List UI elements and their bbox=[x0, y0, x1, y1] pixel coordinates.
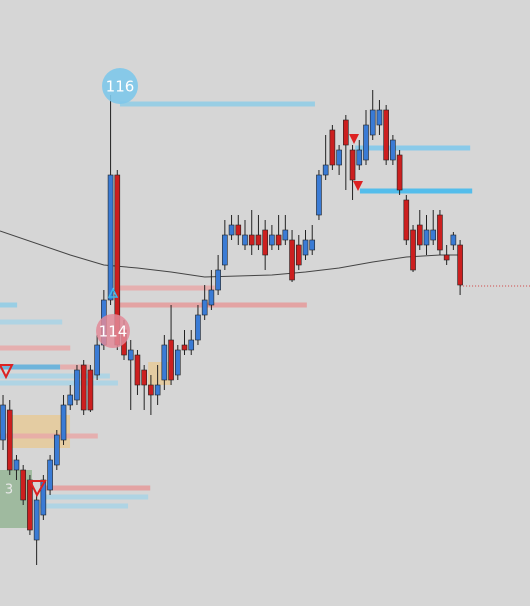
candle-body bbox=[47, 459, 53, 491]
candle-body bbox=[302, 239, 309, 256]
level-band bbox=[0, 433, 98, 439]
candle-body bbox=[416, 224, 423, 246]
level-band bbox=[355, 145, 471, 151]
ma-line bbox=[0, 230, 461, 278]
candle-body bbox=[450, 234, 457, 246]
candle-body bbox=[275, 234, 282, 246]
candle-body bbox=[349, 149, 356, 181]
candle-body bbox=[396, 154, 403, 191]
marker-label: 114 bbox=[99, 323, 128, 341]
candle-body bbox=[235, 224, 242, 236]
level-band bbox=[44, 494, 149, 500]
candle-body bbox=[322, 164, 329, 176]
marker-circle bbox=[102, 68, 138, 104]
candle-body bbox=[376, 109, 383, 126]
candle-body bbox=[141, 369, 147, 386]
candle-body bbox=[20, 469, 26, 501]
candle-body bbox=[248, 234, 255, 246]
candle-body bbox=[423, 229, 430, 246]
candle-body bbox=[195, 314, 201, 341]
level-band bbox=[0, 302, 18, 308]
marker-label: 116 bbox=[106, 78, 135, 96]
candle-body bbox=[87, 369, 94, 411]
level-band bbox=[0, 364, 61, 370]
candle-body bbox=[67, 394, 74, 406]
candle-body bbox=[363, 124, 369, 161]
candle-body bbox=[255, 234, 262, 246]
candle-body bbox=[107, 174, 114, 301]
candle-body bbox=[154, 384, 161, 396]
level-band bbox=[39, 503, 129, 509]
candle-body bbox=[228, 224, 235, 236]
zones bbox=[0, 362, 171, 528]
level-band bbox=[115, 285, 215, 291]
marker-label: 3 bbox=[5, 483, 13, 498]
markers: 116 114 3 bbox=[0, 68, 363, 498]
candle-body bbox=[148, 384, 154, 396]
moving-average bbox=[0, 230, 461, 278]
candle-body bbox=[403, 199, 410, 241]
candle-body bbox=[80, 364, 87, 411]
candle-body bbox=[174, 349, 181, 376]
down-arrow bbox=[349, 134, 359, 144]
level-band bbox=[0, 319, 63, 325]
level-band bbox=[0, 373, 110, 379]
level-band bbox=[39, 485, 151, 491]
candle-body bbox=[13, 459, 20, 471]
candle-body bbox=[329, 129, 336, 166]
candle-body bbox=[188, 339, 195, 351]
candle-body bbox=[295, 244, 302, 266]
candle-body bbox=[33, 499, 40, 541]
down-triangle bbox=[0, 364, 14, 380]
candle-body bbox=[208, 289, 215, 306]
candle-body bbox=[74, 369, 80, 401]
marker-circle bbox=[96, 314, 130, 348]
level-band bbox=[359, 188, 473, 194]
candle-body bbox=[168, 339, 174, 381]
candle-body bbox=[443, 254, 450, 261]
candle-body bbox=[316, 174, 322, 216]
candle-body bbox=[383, 109, 389, 161]
zone bbox=[9, 415, 71, 448]
candle-body bbox=[53, 434, 60, 466]
up-triangle bbox=[107, 287, 119, 298]
candle-body bbox=[410, 229, 416, 271]
candle-body bbox=[343, 119, 349, 146]
candle-body bbox=[336, 149, 342, 166]
candle-body bbox=[289, 239, 295, 281]
down-arrow bbox=[353, 181, 363, 191]
candle-body bbox=[282, 229, 289, 241]
candle-body bbox=[262, 229, 268, 256]
candle-body bbox=[215, 269, 221, 291]
level-band bbox=[0, 380, 118, 386]
candle-body bbox=[94, 344, 100, 376]
candles bbox=[0, 90, 463, 565]
candle-body bbox=[134, 354, 141, 386]
level-band bbox=[60, 364, 90, 370]
level-band bbox=[119, 101, 315, 107]
candle-body bbox=[269, 234, 275, 246]
candle-body bbox=[457, 244, 463, 286]
candle-body bbox=[27, 479, 33, 531]
levels bbox=[0, 101, 530, 509]
candle-body bbox=[181, 344, 188, 351]
candle-body bbox=[222, 234, 228, 266]
candle-body bbox=[60, 404, 67, 441]
candle-body bbox=[390, 139, 396, 161]
candle-body bbox=[437, 214, 443, 251]
candle-body bbox=[369, 109, 376, 136]
zone bbox=[0, 470, 32, 528]
candle-body bbox=[161, 344, 168, 381]
candle-body bbox=[201, 299, 208, 316]
down-triangle bbox=[28, 480, 47, 498]
candle-body bbox=[0, 404, 6, 441]
candle-body bbox=[6, 409, 13, 471]
candle-body bbox=[309, 239, 316, 251]
candle-body bbox=[356, 149, 363, 166]
candle-body bbox=[430, 229, 437, 241]
candle-body bbox=[242, 234, 248, 246]
candle-body bbox=[127, 349, 134, 361]
level-band bbox=[0, 345, 71, 351]
